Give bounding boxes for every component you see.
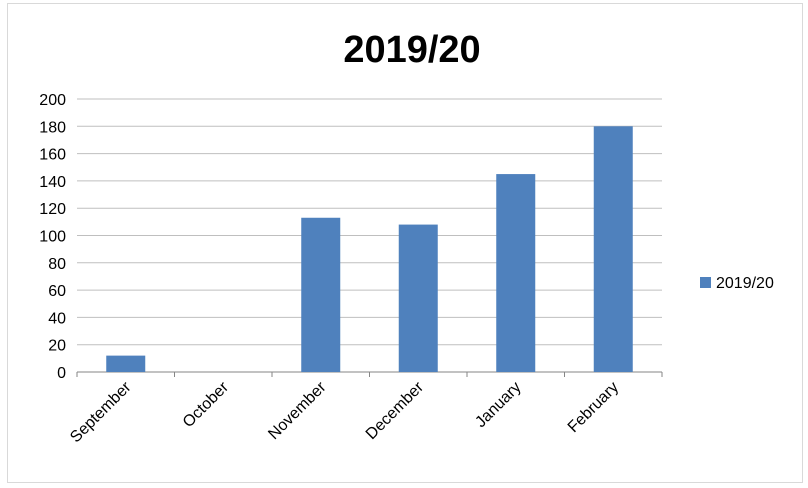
x-tick-label: February: [565, 379, 622, 436]
bar-january: [496, 174, 536, 372]
x-axis-ticks: September October November December January F…: [67, 378, 622, 446]
y-tick-label: 100: [39, 229, 66, 246]
bars: [106, 126, 633, 372]
bar-november: [301, 217, 341, 372]
y-tick-label: 60: [48, 283, 66, 300]
bar-february: [593, 126, 633, 372]
y-tick-label: 200: [39, 92, 66, 109]
bar-september: [106, 355, 146, 372]
x-tick-label: October: [180, 378, 233, 431]
y-tick-label: 0: [57, 365, 66, 382]
y-tick-label: 120: [39, 201, 66, 218]
y-axis-ticks: 0 20 40 60 80 100 120 140 160 180 200: [39, 92, 66, 382]
x-tick-label: January: [472, 379, 524, 431]
y-tick-label: 140: [39, 174, 66, 191]
chart-title: 2019/20: [343, 29, 480, 71]
legend-label: 2019/20: [716, 275, 774, 292]
x-axis: [76, 372, 663, 377]
y-tick-label: 80: [48, 256, 66, 273]
legend: 2019/20: [700, 275, 774, 292]
y-tick-label: 160: [39, 147, 66, 164]
legend-swatch: [700, 277, 711, 288]
x-tick-label: November: [265, 378, 330, 443]
y-tick-label: 40: [48, 310, 66, 327]
gridlines: [77, 98, 662, 373]
x-tick-label: December: [363, 378, 428, 443]
y-tick-label: 20: [48, 338, 66, 355]
y-tick-label: 180: [39, 119, 66, 136]
bar-december: [398, 224, 438, 372]
x-tick-label: September: [67, 378, 135, 446]
